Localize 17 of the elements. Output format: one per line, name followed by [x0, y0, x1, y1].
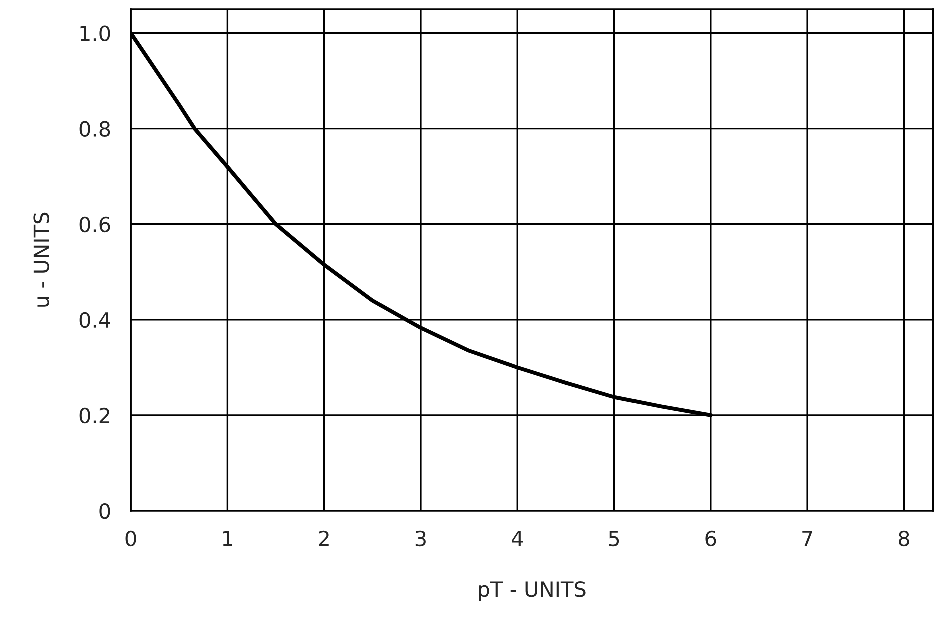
y-tick-label: 1.0	[80, 26, 110, 42]
x-tick-label: 7	[802, 531, 812, 546]
x-tick-label: 8	[898, 530, 910, 547]
x-axis-title: pT - UNITS	[479, 582, 586, 602]
y-tick-label: 0.8	[80, 121, 110, 138]
x-tick-label: 4	[512, 531, 524, 546]
y-axis-title: u - UNITS	[34, 212, 50, 307]
x-tick-label: 2	[319, 530, 329, 546]
x-tick-label: 5	[609, 531, 620, 547]
y-tick-label: 0	[100, 503, 110, 520]
y-tick-label: 0.2	[80, 408, 110, 424]
x-tick-label: 3	[416, 530, 426, 547]
y-tick-label: 0.6	[80, 216, 110, 233]
x-tick-label: 1	[223, 531, 232, 546]
x-tick-label: 6	[706, 530, 716, 547]
x-tick-label: 0	[126, 530, 136, 547]
y-tick-label: 0.4	[80, 312, 110, 328]
